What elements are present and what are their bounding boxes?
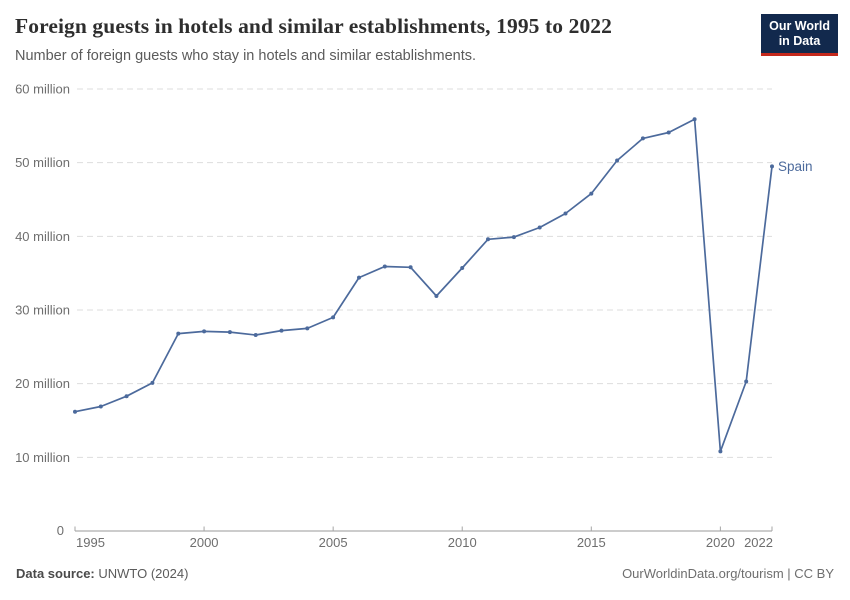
y-tick-label: 60 million <box>15 82 70 97</box>
x-tick-label: 1995 <box>76 535 105 550</box>
chart-subtitle: Number of foreign guests who stay in hot… <box>15 48 476 64</box>
data-point[interactable] <box>279 328 284 333</box>
data-point[interactable] <box>486 237 490 242</box>
x-axis: 1995 2000 2005 2010 2015 2020 2022 <box>74 526 773 550</box>
y-tick-label: 40 million <box>15 229 70 244</box>
y-axis: 0 10 million 20 million 30 million 40 millio… <box>15 82 772 538</box>
data-source-label: Data source: <box>16 566 95 581</box>
credit-link[interactable]: OurWorldinData.org/tourism | CC BY <box>622 566 834 581</box>
data-point[interactable] <box>408 265 413 270</box>
data-point[interactable] <box>666 130 671 135</box>
y-tick-label: 20 million <box>15 376 70 391</box>
owid-logo-line1: Our World <box>769 19 830 33</box>
series-line[interactable] <box>74 118 773 453</box>
data-point[interactable] <box>202 329 207 334</box>
data-point[interactable] <box>331 315 336 320</box>
data-point[interactable] <box>382 264 387 269</box>
data-point[interactable] <box>563 211 568 216</box>
x-tick-label: 2020 <box>706 535 735 550</box>
x-tick-label: 2005 <box>319 535 348 550</box>
data-point[interactable] <box>770 164 774 169</box>
data-point[interactable] <box>73 409 77 414</box>
x-tick-label: 2010 <box>448 535 477 550</box>
data-point[interactable] <box>537 225 542 230</box>
chart-header: Foreign guests in hotels and similar est… <box>15 14 755 64</box>
data-point[interactable] <box>357 275 361 280</box>
data-point[interactable] <box>124 394 129 399</box>
data-point[interactable] <box>718 449 723 454</box>
chart-footer: Data source: UNWTO (2024) OurWorldinData… <box>16 566 834 581</box>
y-tick-label: 10 million <box>15 450 70 465</box>
y-tick-label-zero: 0 <box>57 523 64 538</box>
data-point[interactable] <box>640 136 645 141</box>
data-source: Data source: UNWTO (2024) <box>16 566 188 581</box>
y-tick-label: 30 million <box>15 303 70 318</box>
x-tick-label: 2000 <box>190 535 219 550</box>
series-spain[interactable]: Spain <box>73 117 813 454</box>
owid-logo[interactable]: Our World in Data <box>761 14 838 56</box>
page-title: Foreign guests in hotels and similar est… <box>15 14 612 38</box>
data-point[interactable] <box>615 158 620 163</box>
data-point[interactable] <box>511 235 516 240</box>
data-point[interactable] <box>98 404 103 409</box>
data-point[interactable] <box>744 379 749 384</box>
data-point[interactable] <box>253 333 258 337</box>
data-point[interactable] <box>460 266 465 270</box>
data-point[interactable] <box>176 331 181 336</box>
data-point[interactable] <box>692 117 697 122</box>
series-end-label: Spain <box>778 159 813 174</box>
x-tick-label: 2022 <box>744 535 773 550</box>
data-point[interactable] <box>589 191 594 196</box>
data-point[interactable] <box>227 330 232 335</box>
data-point[interactable] <box>434 294 439 298</box>
data-point[interactable] <box>305 326 310 331</box>
data-point[interactable] <box>150 380 155 385</box>
owid-logo-line2: in Data <box>778 34 821 48</box>
y-tick-label: 50 million <box>15 155 70 170</box>
data-source-value: UNWTO (2024) <box>98 566 189 581</box>
x-tick-label: 2015 <box>577 535 606 550</box>
